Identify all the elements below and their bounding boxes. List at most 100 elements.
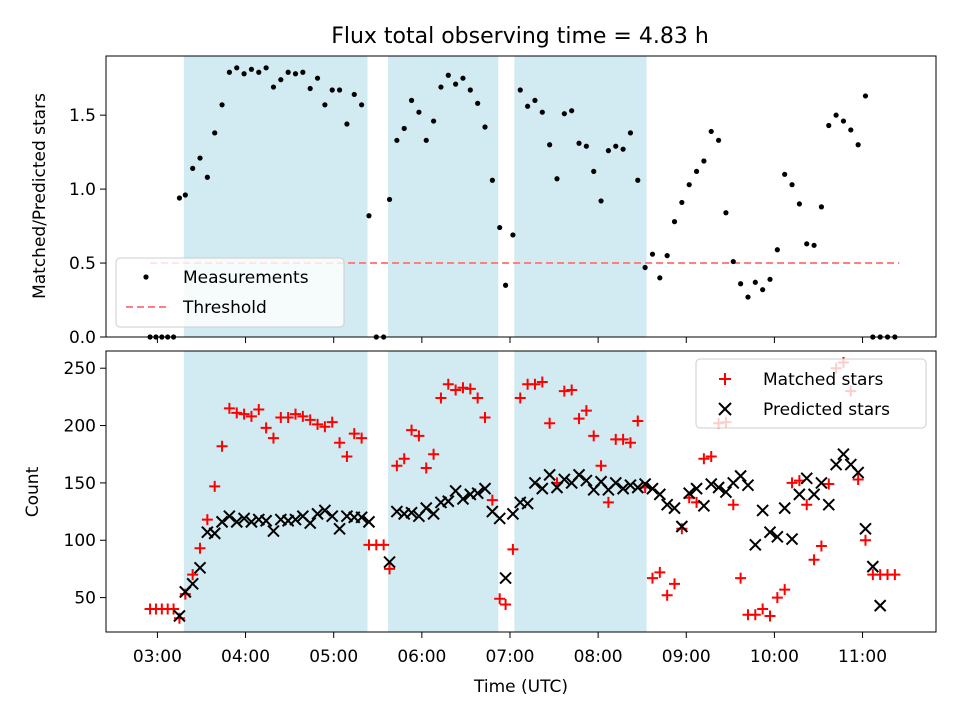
measurement-point xyxy=(300,69,306,75)
matched-star-point xyxy=(580,405,592,417)
measurement-point xyxy=(475,100,481,106)
predicted-star-point xyxy=(427,507,440,521)
measurement-point xyxy=(438,84,444,90)
matched-star-point xyxy=(319,421,331,433)
measurement-point xyxy=(329,87,335,93)
predicted-star-point xyxy=(267,524,280,538)
measurement-point xyxy=(219,102,225,108)
predicted-star-point xyxy=(815,476,828,490)
matched-star-point xyxy=(297,410,309,422)
measurement-point xyxy=(591,168,597,174)
bottom-x-tick-label: 04:00 xyxy=(221,647,270,667)
matched-star-point xyxy=(435,392,447,404)
predicted-star-point xyxy=(866,560,880,573)
measurement-point xyxy=(745,294,751,300)
measurement-point xyxy=(730,258,736,265)
matched-star-point xyxy=(486,494,498,506)
predicted-star-point xyxy=(690,482,703,495)
measurement-point xyxy=(826,122,832,129)
matched-star-point xyxy=(889,569,901,581)
predicted-star-point xyxy=(646,482,659,495)
predicted-star-point xyxy=(829,458,843,471)
matched-star-point xyxy=(632,415,644,427)
measurement-point xyxy=(693,168,700,174)
matched-star-point xyxy=(859,534,871,546)
measurement-point xyxy=(642,264,648,271)
predicted-star-point xyxy=(851,466,865,479)
measurement-point xyxy=(561,111,567,117)
matched-star-point xyxy=(464,383,476,395)
legend-measurements-marker xyxy=(143,274,149,280)
predicted-star-point xyxy=(536,482,549,495)
matched-star-point xyxy=(428,448,440,460)
legend-threshold-label: Threshold xyxy=(182,298,267,318)
matched-star-point xyxy=(341,451,353,463)
matched-star-point xyxy=(705,451,717,463)
matched-star-point xyxy=(617,433,629,445)
predicted-star-point xyxy=(763,526,777,539)
predicted-star-point xyxy=(807,488,821,501)
measurement-point xyxy=(686,182,692,188)
bottom-y-tick-label: 50 xyxy=(74,589,96,609)
predicted-star-point xyxy=(793,488,806,501)
measurement-point xyxy=(359,102,365,108)
observing-interval xyxy=(183,351,368,632)
measurement-point xyxy=(423,137,429,143)
measurement-point xyxy=(818,204,825,210)
measurement-point xyxy=(525,103,531,109)
matched-star-point xyxy=(253,403,265,415)
measurement-point xyxy=(583,143,589,149)
measurement-point xyxy=(176,195,183,201)
measurement-point xyxy=(649,251,656,257)
predicted-star-point xyxy=(778,501,791,515)
matched-star-point xyxy=(749,609,761,621)
bottom-x-tick-label: 10:00 xyxy=(750,647,799,667)
matched-star-point xyxy=(786,477,798,489)
matched-star-point xyxy=(168,603,180,615)
matched-star-point xyxy=(223,402,235,414)
bottom-x-tick-label: 05:00 xyxy=(309,647,358,667)
predicted-star-point xyxy=(785,532,799,546)
predicted-star-point xyxy=(631,481,644,494)
bottom-x-tick-label: 11:00 xyxy=(838,647,887,667)
bottom-y-tick-label: 250 xyxy=(64,359,96,379)
measurement-point xyxy=(408,97,415,103)
measurement-point xyxy=(760,287,766,293)
matched-star-point xyxy=(595,460,607,472)
measurement-point xyxy=(510,232,516,238)
predicted-star-point xyxy=(318,504,332,517)
measurement-point xyxy=(789,182,795,188)
predicted-star-point xyxy=(543,468,556,482)
bottom-panel: 50 100 150 200 250 03:00 04:00 05:00 06:00 07:00… xyxy=(23,350,937,697)
measurement-point xyxy=(270,84,277,90)
measurement-point xyxy=(855,142,861,148)
measurement-point xyxy=(796,201,802,207)
bottom-y-tick-label: 150 xyxy=(64,474,96,494)
predicted-star-point xyxy=(333,522,346,535)
predicted-star-point xyxy=(456,492,470,506)
measurement-point xyxy=(811,242,817,248)
matched-star-point xyxy=(216,440,228,452)
predicted-star-point xyxy=(609,476,622,490)
matched-star-point xyxy=(384,563,396,575)
bottom-x-axis: 03:00 04:00 05:00 06:00 07:00 08:00 09:00 10:00… xyxy=(133,632,887,667)
predicted-star-point xyxy=(289,513,302,526)
predicted-star-point xyxy=(405,506,418,519)
measurement-point xyxy=(344,121,350,127)
predicted-star-point xyxy=(442,495,455,508)
legend-matched-label: Matched stars xyxy=(763,370,883,390)
measurement-point xyxy=(226,69,232,75)
measurement-point xyxy=(445,72,451,78)
matched-star-point xyxy=(282,412,294,424)
top-x-ticks xyxy=(156,337,864,343)
measurement-point xyxy=(366,213,372,219)
measurement-point xyxy=(539,109,545,115)
predicted-star-point xyxy=(493,512,506,525)
predicted-star-point xyxy=(749,538,762,552)
measurement-point xyxy=(804,241,810,247)
predicted-star-point xyxy=(215,515,229,529)
bottom-x-tick-label: 07:00 xyxy=(485,647,534,667)
measurement-point xyxy=(430,118,437,124)
measurement-point xyxy=(204,174,210,180)
predicted-star-point xyxy=(580,474,593,487)
